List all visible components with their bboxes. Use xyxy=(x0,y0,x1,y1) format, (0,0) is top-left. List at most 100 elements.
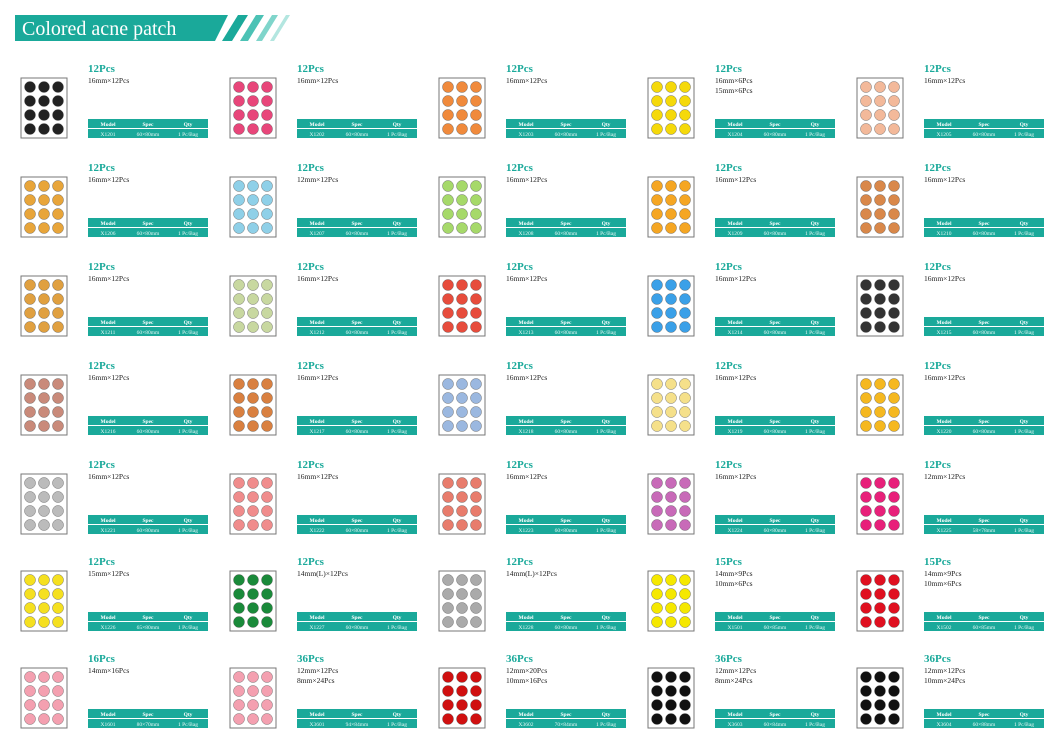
patch-dot xyxy=(888,307,900,319)
size-line: 8mm×24Pcs xyxy=(297,676,335,685)
size-line: 16mm×12Pcs xyxy=(506,472,547,481)
patch-dot xyxy=(679,279,691,291)
patch-dot xyxy=(233,491,245,503)
table-cell: 1 Pc/Bag xyxy=(178,330,198,336)
size-line: 16mm×12Pcs xyxy=(715,175,756,184)
patch-dot xyxy=(456,194,468,206)
patch-dot xyxy=(456,293,468,305)
patch-dot xyxy=(233,505,245,517)
patch-dot xyxy=(233,293,245,305)
table-cell: 1 Pc/Bag xyxy=(805,231,825,237)
patch-dot xyxy=(38,588,50,600)
size-line: 14mm(L)×12Pcs xyxy=(506,569,557,578)
patch-dot xyxy=(888,81,900,93)
patch-dot xyxy=(860,208,872,220)
piece-count: 16Pcs xyxy=(88,653,116,665)
table-header-cell: Qty xyxy=(393,320,402,326)
piece-count: 12Pcs xyxy=(924,360,952,372)
patch-dot xyxy=(52,491,64,503)
patch-dot xyxy=(679,491,691,503)
patch-dot xyxy=(456,588,468,600)
table-header-cell: Model xyxy=(519,518,534,524)
patch-dot xyxy=(665,81,677,93)
table-header-cell: Model xyxy=(728,122,743,128)
patch-dot xyxy=(442,420,454,432)
patch-dot xyxy=(24,477,36,489)
patch-dot xyxy=(665,279,677,291)
table-header-row xyxy=(715,119,835,128)
patch-dot xyxy=(470,477,482,489)
patch-dot xyxy=(261,123,273,135)
patch-dot xyxy=(665,222,677,234)
patch-dot xyxy=(261,293,273,305)
patch-dot xyxy=(888,208,900,220)
patch-dot xyxy=(679,505,691,517)
patch-dot xyxy=(888,602,900,614)
table-cell: X1202 xyxy=(310,132,325,138)
patch-dot xyxy=(651,307,663,319)
patch-dot xyxy=(24,699,36,711)
table-header-cell: Model xyxy=(310,221,325,227)
table-cell: 1 Pc/Bag xyxy=(178,231,198,237)
table-data-row xyxy=(297,622,417,631)
patch-dot xyxy=(233,406,245,418)
table-cell: 80×70mm xyxy=(137,722,160,728)
table-cell: 60×80mm xyxy=(555,625,578,631)
patch-dot xyxy=(233,420,245,432)
stripe xyxy=(222,15,248,41)
patch-dot xyxy=(442,392,454,404)
table-header-row xyxy=(924,218,1044,227)
table-header-cell: Spec xyxy=(561,122,573,128)
size-line: 14mm(L)×12Pcs xyxy=(297,569,348,578)
size-line: 14mm×16Pcs xyxy=(88,666,129,675)
patch-dot xyxy=(24,180,36,192)
patch-dot xyxy=(247,477,259,489)
size-line: 16mm×12Pcs xyxy=(924,76,965,85)
patch-dot xyxy=(470,95,482,107)
patch-dot xyxy=(456,685,468,697)
patch-dot xyxy=(442,194,454,206)
patch-dot xyxy=(442,477,454,489)
table-cell: X1203 xyxy=(519,132,534,138)
table-header-row xyxy=(297,612,417,621)
patch-dot xyxy=(442,321,454,333)
piece-count: 12Pcs xyxy=(715,360,743,372)
patch-dot xyxy=(874,208,886,220)
patch-dot xyxy=(261,109,273,121)
table-header-row xyxy=(715,416,835,425)
table-data-row xyxy=(924,228,1044,237)
patch-dot xyxy=(442,95,454,107)
table-cell: X1220 xyxy=(937,429,952,435)
patch-dot xyxy=(874,378,886,390)
table-header-cell: Spec xyxy=(143,419,155,425)
patch-dot xyxy=(247,293,259,305)
patch-dot xyxy=(38,406,50,418)
patch-dot xyxy=(24,685,36,697)
stripe xyxy=(215,15,228,41)
table-header-cell: Spec xyxy=(352,122,364,128)
patch-dot xyxy=(888,378,900,390)
patch-dot xyxy=(651,378,663,390)
patch-dot xyxy=(860,505,872,517)
patch-dot xyxy=(52,699,64,711)
patch-dot xyxy=(665,307,677,319)
table-header-cell: Model xyxy=(519,615,534,621)
patch-dot xyxy=(874,307,886,319)
table-cell: 94×84mm xyxy=(346,722,369,728)
patch-dot xyxy=(24,491,36,503)
patch-dot xyxy=(470,321,482,333)
patch-dot xyxy=(456,713,468,725)
table-header-cell: Qty xyxy=(602,122,611,128)
table-cell: X1212 xyxy=(310,330,325,336)
patch-dot xyxy=(38,519,50,531)
table-cell: 60×80mm xyxy=(346,625,369,631)
patch-dot xyxy=(470,406,482,418)
table-header-row xyxy=(297,515,417,524)
table-cell: 60×80mm xyxy=(346,330,369,336)
table-header-row xyxy=(715,515,835,524)
patch-dot xyxy=(470,602,482,614)
table-header-row xyxy=(715,218,835,227)
table-cell: X1216 xyxy=(101,429,116,435)
